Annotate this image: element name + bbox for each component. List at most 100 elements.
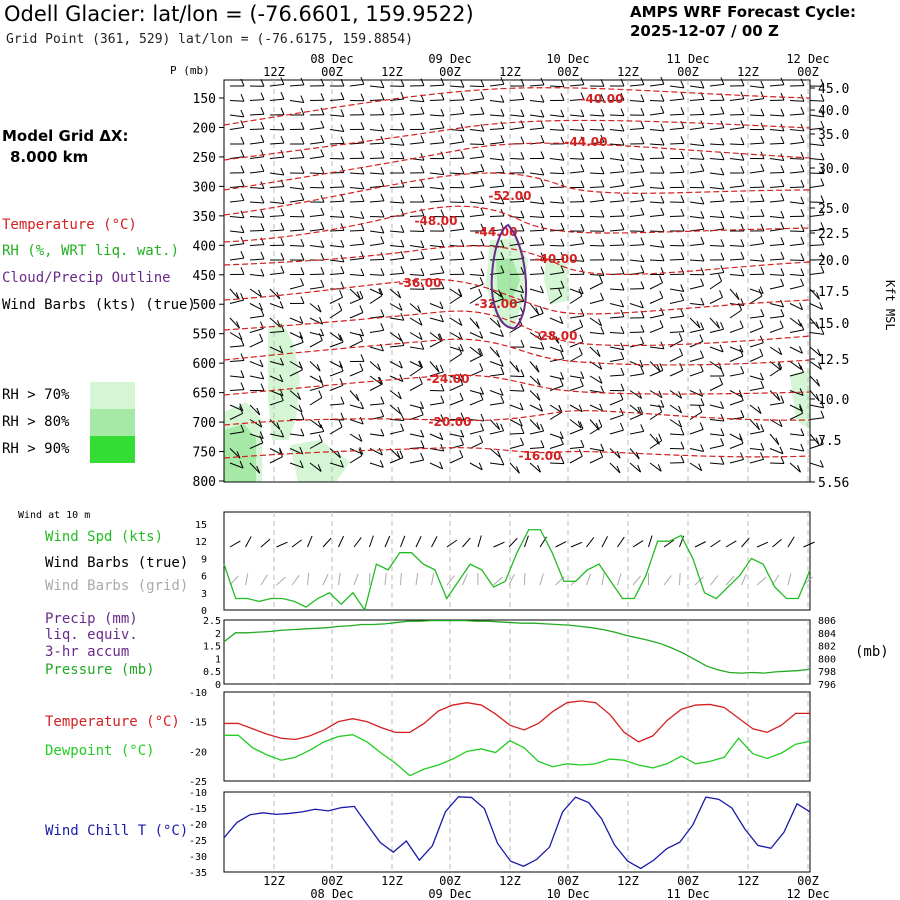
wind-barb-flag <box>559 437 564 445</box>
wind-barb <box>329 245 344 248</box>
wind-barb-flag <box>360 236 365 245</box>
wind-barb-flag <box>560 280 565 289</box>
wind-barb <box>809 462 824 468</box>
wind-barb-flag <box>360 401 364 409</box>
wind-barb <box>429 272 444 275</box>
wind-barb-flag <box>820 410 825 418</box>
bottom-day-label: 08 Dec <box>310 887 353 900</box>
wind-barb <box>649 314 664 319</box>
grid-wind-barb <box>601 573 605 586</box>
wind-barb-flag <box>800 322 805 331</box>
wind-barb <box>529 419 541 430</box>
top-day-label: 09 Dec <box>428 52 471 66</box>
forecast-cycle-label: AMPS WRF Forecast Cycle: 2025-12-07 / 00… <box>630 3 856 41</box>
bottom-hour-label: 12Z <box>381 874 403 888</box>
wind-barb <box>569 375 584 379</box>
wind-barb <box>709 143 725 146</box>
wind-barb <box>689 243 704 246</box>
wind-barb <box>409 141 424 145</box>
temp-tick-label: -20 <box>189 747 207 758</box>
wind-barb <box>669 315 684 319</box>
wind-barb <box>529 312 544 319</box>
pressure-tick-label: 600 <box>193 357 216 372</box>
wind-barb-flag <box>520 383 525 392</box>
wind-barb <box>309 430 324 435</box>
wind-barb <box>449 399 464 406</box>
wind-barb <box>369 85 384 89</box>
wind-barb <box>229 317 240 329</box>
temp-panel-frame <box>223 691 811 782</box>
wind-barb <box>489 229 504 232</box>
wind-barb <box>389 361 403 369</box>
wind-barb <box>429 371 444 377</box>
wind-barb-flag <box>360 107 365 115</box>
wind-barb-flag <box>640 324 645 333</box>
wind-barb <box>809 272 824 275</box>
height-tick-label: 15.0 <box>818 317 849 332</box>
wind-barb <box>629 127 644 130</box>
wind-barb-flag <box>339 334 344 343</box>
wind-barb-flag <box>620 282 625 291</box>
wind-barb <box>449 85 464 88</box>
wind-barb-flag <box>720 221 725 230</box>
wind-barb <box>789 100 805 102</box>
wind-barb <box>609 229 624 232</box>
wind-barb-flag <box>660 207 665 216</box>
wind-barb <box>569 114 584 118</box>
label-liq-equiv: liq. equiv. <box>45 627 138 643</box>
wind-barb <box>709 433 724 437</box>
wind-barb-flag <box>420 251 425 259</box>
grid-wind-barb <box>725 575 735 586</box>
wind-barb <box>649 411 663 420</box>
wind-barb-flag <box>360 122 365 130</box>
temperature-contour-label: -28.00 <box>535 329 578 343</box>
wind-barb-flag <box>658 433 663 441</box>
wind-barb <box>729 303 744 306</box>
wind-barb <box>669 113 685 116</box>
wind-barb <box>609 171 624 174</box>
wind-barb-flag <box>400 122 405 131</box>
wind-barb <box>269 303 284 309</box>
wind-barb <box>589 114 604 117</box>
wind-barb <box>349 370 364 377</box>
wind-barb-flag <box>820 400 825 409</box>
wind-barb <box>269 172 284 176</box>
label-precip: Precip (mm) <box>45 611 138 627</box>
wind-barb-flag <box>397 290 402 299</box>
pressure-tick-label: 350 <box>193 210 216 225</box>
wind-barb-flag <box>820 166 825 174</box>
wind-barb-flag <box>320 166 325 174</box>
wind-barb <box>569 428 584 435</box>
wind-barb-flag <box>540 423 545 432</box>
wind-barb-flag <box>720 181 725 190</box>
wind-barb-flag <box>258 419 263 428</box>
wind-barb-flag <box>600 292 604 301</box>
wind-barb <box>369 433 384 437</box>
wind-barb-flag <box>637 464 642 473</box>
wind-barb-flag <box>280 107 285 115</box>
wind-barb <box>549 229 564 232</box>
wind-barb <box>809 443 824 449</box>
wind-barb-flag <box>680 151 685 159</box>
wind-barb-flag <box>340 396 345 405</box>
wind-barb-flag <box>475 321 480 329</box>
wind-barb-flag <box>580 371 585 379</box>
wind-panel-frame <box>223 511 811 611</box>
wind-barb <box>469 201 484 205</box>
wind-barb-flag <box>379 287 384 296</box>
wind-barb <box>249 303 263 311</box>
wind-barb <box>609 414 624 420</box>
wind-barb-flag <box>600 268 605 276</box>
wind-barb <box>669 369 683 377</box>
height-tick-label: 40.0 <box>818 104 849 119</box>
wind-barb-flag <box>776 393 781 401</box>
wind-barb <box>789 243 804 246</box>
wind-barb <box>449 346 464 352</box>
wind-barb-flag <box>520 285 524 293</box>
wind-barb-flag <box>759 372 764 381</box>
wind-barb <box>669 258 685 261</box>
wind-barb <box>469 430 484 435</box>
wind-barb-flag <box>520 194 525 202</box>
wind-barb-flag <box>760 80 765 89</box>
wind-barb-flag <box>760 309 765 317</box>
